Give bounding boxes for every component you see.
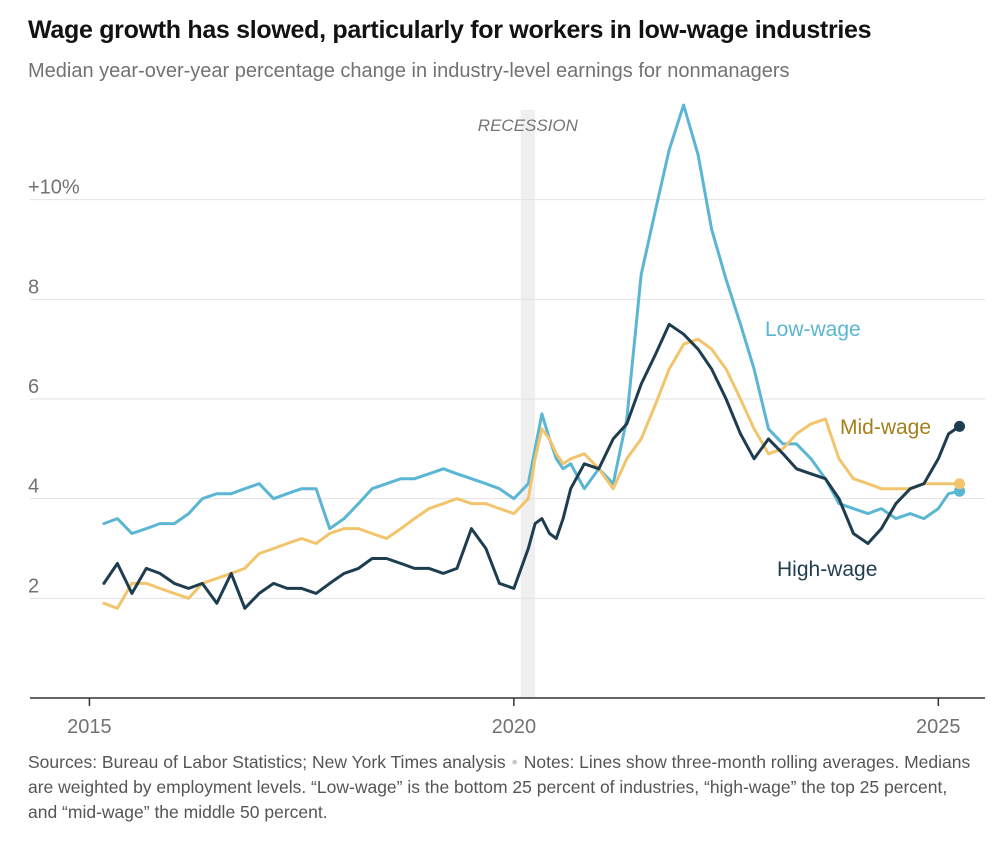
mid-wage-line [102, 337, 961, 610]
low-wage-label: Low-wage [765, 318, 861, 341]
mid-wage-end-marker [954, 478, 966, 490]
series-labels: Low-wage Mid-wage High-wage [765, 318, 931, 581]
y-tick-label-6: 6 [28, 376, 39, 398]
sources-text: Sources: Bureau of Labor Statistics; New… [28, 752, 506, 772]
footer-notes: Sources: Bureau of Labor Statistics; New… [28, 750, 978, 825]
y-tick-label-10: +10% [28, 177, 80, 199]
high-wage-label: High-wage [777, 558, 877, 581]
low-wage-line [102, 103, 961, 535]
chart-subtitle: Median year-over-year percentage change … [28, 60, 790, 82]
high-wage-end-marker [954, 420, 966, 432]
y-tick-label-4: 4 [28, 476, 39, 498]
chart-title: Wage growth has slowed, particularly for… [28, 16, 872, 44]
notes-text: Notes: Lines show three-month rolling av… [28, 752, 971, 822]
x-tick-label-2025: 2025 [916, 716, 961, 738]
separator-dot: • [511, 752, 518, 772]
grid-lines: +10% 8 6 4 2 [28, 177, 985, 599]
y-tick-label-2: 2 [28, 575, 39, 597]
y-tick-label-8: 8 [28, 276, 39, 298]
x-tick-label-2020: 2020 [492, 716, 537, 738]
axes: 2015 2020 2025 [30, 697, 985, 738]
line-chart: RECESSION +10% 8 6 4 2 2015 2020 2025 Low-wage… [28, 103, 985, 738]
recession-band [520, 110, 536, 698]
x-tick-label-2015: 2015 [67, 716, 112, 738]
recession-label: RECESSION [478, 116, 579, 135]
high-wage-line [102, 322, 961, 610]
recession-band-group: RECESSION [478, 110, 579, 698]
series-lines [102, 103, 966, 610]
mid-wage-label: Mid-wage [840, 416, 931, 439]
